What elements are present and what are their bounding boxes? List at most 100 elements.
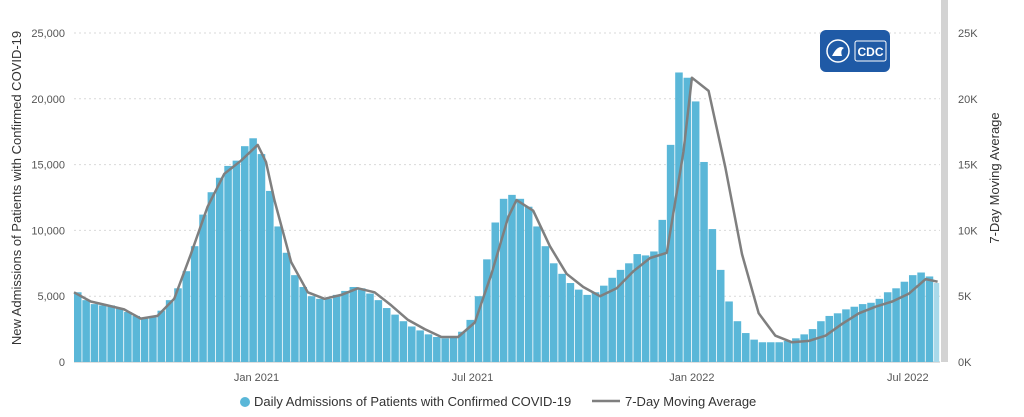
x-tick-label: Jan 2022 xyxy=(669,372,714,384)
daily-bar xyxy=(925,276,934,362)
daily-bar xyxy=(282,252,291,362)
y2-tick-label: 0K xyxy=(958,357,972,369)
y-tick-label: 15,000 xyxy=(31,160,65,172)
daily-bar xyxy=(382,308,391,362)
daily-bar xyxy=(833,313,842,362)
daily-bar xyxy=(566,283,575,362)
daily-bar xyxy=(499,198,508,362)
daily-bar xyxy=(224,165,232,362)
daily-bar xyxy=(458,331,466,362)
daily-bar xyxy=(792,338,800,362)
daily-bar xyxy=(132,315,140,362)
legend: Daily Admissions of Patients with Confir… xyxy=(240,394,756,409)
daily-bar xyxy=(190,246,199,362)
daily-bar xyxy=(591,292,600,362)
daily-bar xyxy=(524,206,533,362)
daily-bar xyxy=(374,300,383,362)
daily-bar xyxy=(215,177,224,362)
daily-bar xyxy=(808,329,817,362)
legend-average-label: 7-Day Moving Average xyxy=(625,394,756,409)
daily-bar xyxy=(257,154,266,362)
y-tick-label: 10,000 xyxy=(31,225,65,237)
daily-bar xyxy=(149,317,157,362)
hhs-eagle-icon xyxy=(826,39,850,63)
daily-bar xyxy=(433,336,441,362)
daily-bar xyxy=(842,309,850,362)
daily-bar xyxy=(700,161,708,362)
daily-bar xyxy=(750,339,758,362)
daily-bar xyxy=(508,194,516,362)
right-axis-scrollbar[interactable] xyxy=(941,0,948,362)
daily-bar xyxy=(633,254,641,362)
daily-bar xyxy=(758,342,767,362)
daily-bar xyxy=(291,275,299,362)
y2-tick-label: 15K xyxy=(958,160,978,172)
daily-bar xyxy=(474,296,483,362)
daily-bar xyxy=(574,289,583,362)
daily-bar xyxy=(533,226,541,362)
daily-bar xyxy=(516,198,525,362)
daily-bar xyxy=(800,334,808,362)
daily-bar xyxy=(416,330,424,362)
daily-bar xyxy=(741,333,750,362)
daily-bar xyxy=(625,263,633,362)
daily-bar xyxy=(767,342,775,362)
daily-bar xyxy=(165,300,174,362)
daily-bar xyxy=(483,259,491,362)
legend-daily-label: Daily Admissions of Patients with Confir… xyxy=(254,394,571,409)
daily-bar xyxy=(274,226,282,362)
daily-bar xyxy=(650,251,658,362)
daily-bar xyxy=(399,321,408,362)
x-tick-label: Jan 2021 xyxy=(234,372,279,384)
daily-bar xyxy=(441,338,449,362)
daily-bar xyxy=(82,300,90,362)
daily-bar xyxy=(850,306,859,362)
daily-bar xyxy=(558,273,566,362)
daily-bar xyxy=(466,319,474,362)
daily-bar xyxy=(316,298,324,362)
daily-bar xyxy=(641,255,650,362)
daily-bar xyxy=(825,315,834,362)
daily-bar xyxy=(908,275,917,362)
daily-bar xyxy=(716,269,725,362)
daily-bar xyxy=(299,286,307,362)
daily-bar xyxy=(449,336,458,362)
daily-bar xyxy=(174,288,182,362)
daily-bar xyxy=(99,305,107,362)
y-tick-label: 25,000 xyxy=(31,28,65,40)
daily-bar xyxy=(583,294,591,362)
daily-bar xyxy=(90,304,99,362)
daily-bar xyxy=(608,277,616,362)
daily-bar xyxy=(934,283,940,362)
daily-bar xyxy=(424,334,433,362)
y-axis-left-ticks: 0 5,000 10,000 15,000 20,000 25,000 xyxy=(31,28,65,369)
cdc-logo-text: CDC xyxy=(858,45,884,59)
daily-bar xyxy=(733,321,742,362)
daily-bar xyxy=(783,340,792,362)
daily-bars xyxy=(74,72,940,362)
daily-bar xyxy=(324,298,333,362)
daily-bar xyxy=(817,321,825,362)
daily-bar xyxy=(307,296,316,362)
y2-tick-label: 5K xyxy=(958,291,972,303)
y2-tick-label: 20K xyxy=(958,94,978,106)
daily-bar xyxy=(616,269,625,362)
moving-average-line xyxy=(73,76,938,344)
y-axis-title: New Admissions of Patients with Confirme… xyxy=(9,31,24,345)
daily-bar xyxy=(357,288,366,362)
daily-bar xyxy=(875,298,884,362)
daily-bar xyxy=(349,286,358,362)
daily-bar xyxy=(240,146,249,362)
daily-bar xyxy=(157,310,166,362)
daily-bar xyxy=(600,285,608,362)
daily-bar xyxy=(207,192,216,362)
daily-bar xyxy=(691,101,700,362)
y2-axis-title: 7-Day Moving Average xyxy=(987,112,1002,243)
daily-bar xyxy=(666,144,675,362)
x-tick-label: Jul 2022 xyxy=(887,372,929,384)
daily-bar xyxy=(491,222,500,362)
y-tick-label: 0 xyxy=(59,357,65,369)
daily-bar xyxy=(549,263,558,362)
cdc-logo: CDC xyxy=(820,30,890,72)
y2-tick-label: 10K xyxy=(958,225,978,237)
